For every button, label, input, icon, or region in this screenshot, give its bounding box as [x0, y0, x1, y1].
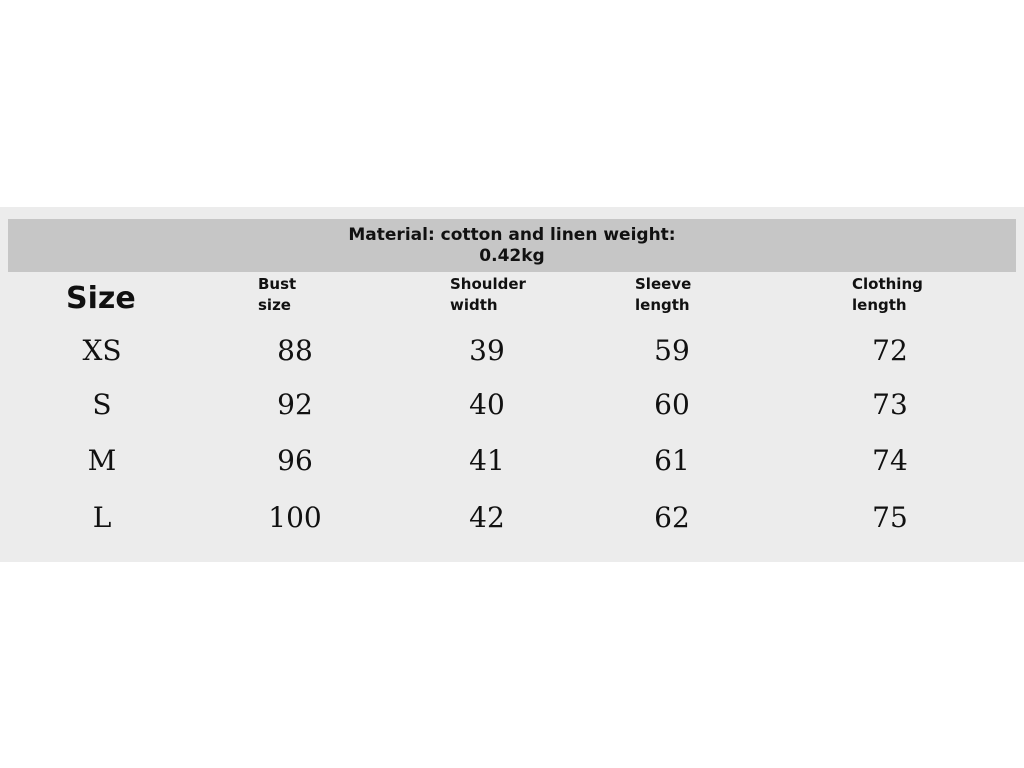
measurement: 100	[268, 501, 322, 534]
measurement: 41	[469, 444, 505, 477]
measurement: 72	[872, 334, 908, 367]
title-line: Material: cotton and linen weight:	[348, 224, 676, 245]
size-label: M	[87, 444, 117, 477]
column-header: Shoulder width	[450, 275, 526, 314]
measurement: 62	[654, 501, 690, 534]
measurement: 75	[872, 501, 908, 534]
measurement: 60	[654, 388, 690, 421]
size-label: S	[92, 388, 112, 421]
column-header: Size	[66, 281, 136, 316]
title-bar: Material: cotton and linen weight: 0.42k…	[8, 219, 1016, 272]
measurement: 40	[469, 388, 505, 421]
title-line: 0.42kg	[479, 245, 545, 266]
measurement: 42	[469, 501, 505, 534]
column-header: Sleeve length	[635, 275, 692, 314]
measurement: 92	[277, 388, 313, 421]
column-header: Bust size	[258, 275, 297, 314]
size-label: L	[92, 501, 112, 534]
measurement: 61	[654, 444, 690, 477]
column-header: Clothing length	[852, 275, 923, 314]
measurement: 73	[872, 388, 908, 421]
measurement: 88	[277, 334, 313, 367]
measurement: 74	[872, 444, 908, 477]
measurement: 59	[654, 334, 690, 367]
measurement: 39	[469, 334, 505, 367]
measurement: 96	[277, 444, 313, 477]
size-label: XS	[82, 334, 122, 367]
